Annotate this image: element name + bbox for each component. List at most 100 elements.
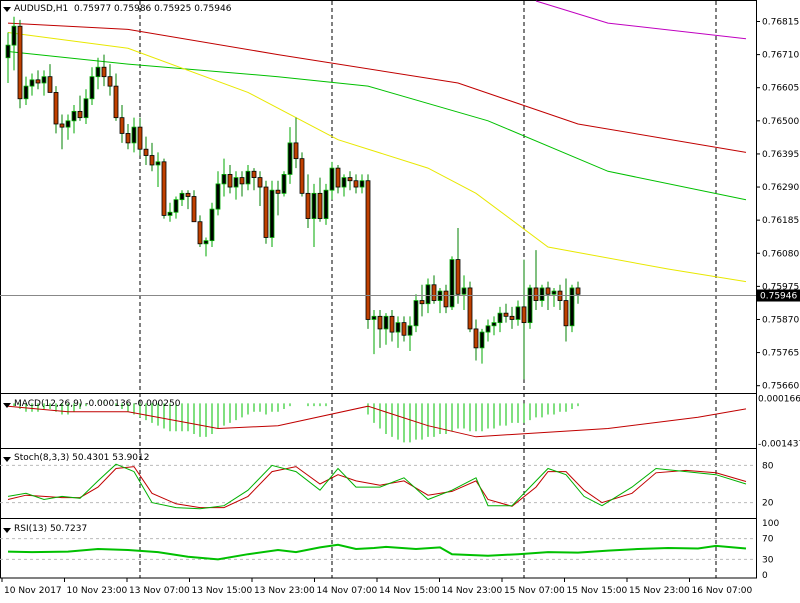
candle-body [95,66,101,78]
candle-body [449,259,455,308]
candle-body [419,300,425,305]
price-tick-label: 0.75870 [762,315,799,325]
candle-body [5,44,11,59]
price-tick-label: 0.76815 [762,17,799,27]
time-tick-label: 15 Nov 15:00 [567,586,628,596]
stoch-signal-line [7,466,747,509]
candle-body [77,110,83,119]
candle-body [275,189,281,194]
plot-frame [0,0,757,579]
candle-body [389,315,395,333]
macd-signal-line [7,405,747,438]
candle-body [461,287,467,295]
candle-body [209,208,215,242]
candle-body [305,192,311,219]
candle-body [413,300,419,327]
candle-body [281,174,287,194]
time-tick-label: 10 Nov 2017 [4,586,62,596]
candle-body [215,183,221,210]
macd-collapse-icon[interactable] [3,403,11,408]
candle-body [473,328,479,349]
candle-body [143,148,149,156]
candle-body [47,76,53,93]
candle-body [227,174,233,188]
rsi-collapse-icon[interactable] [3,528,11,533]
candle-body [41,76,47,84]
candle-body [71,110,77,122]
rsi-label: RSI(13) 50.7237 [14,524,88,534]
price-tick-label: 0.76395 [762,150,799,160]
time-tick-label: 14 Nov 23:00 [442,586,503,596]
candle-body [89,76,95,100]
moving-average-line [7,32,747,283]
stoch-collapse-icon[interactable] [3,457,11,462]
candle-body [35,79,41,84]
candle-body [167,211,173,216]
candle-body [239,177,245,185]
candle-body [83,98,89,119]
candle-body [431,284,437,301]
candle-body [335,167,341,188]
moving-average-line [7,22,747,153]
time-tick-label: 13 Nov 15:00 [192,586,253,596]
candle-body [515,306,521,320]
candle-body [221,174,227,185]
price-tick-label: 0.75660 [762,382,799,392]
time-tick-label: 10 Nov 23:00 [67,586,128,596]
candle-body [317,192,323,219]
candle-body [185,192,191,197]
candle-body [53,92,59,125]
price-tick-label: 0.75975 [762,282,799,292]
candle-body [509,315,515,320]
time-tick-label: 15 Nov 07:00 [504,586,565,596]
candle-body [17,25,23,100]
candle-body [497,312,503,324]
time-tick-label: 14 Nov 07:00 [317,586,378,596]
candle-body [353,180,359,188]
price-tick-label: 0.76710 [762,51,799,61]
moving-average-line [7,51,747,201]
candle-body [263,186,269,238]
candle-body [299,158,305,194]
rsi-tick-label: 100 [762,519,779,529]
candle-body [101,66,107,78]
stoch-tick-label: 80 [762,461,774,471]
price-tick-label: 0.76080 [762,249,799,259]
candle-body [149,155,155,166]
candle-body [251,170,257,178]
candle-body [203,240,209,245]
symbol-header: AUDUSD,H1 0.75977 0.75986 0.75925 0.7594… [14,4,232,14]
candle-body [551,290,557,295]
candle-body [131,126,137,144]
price-tick-label: 0.75765 [762,349,799,359]
rsi-tick-label: 30 [762,555,774,565]
candle-body [521,306,527,324]
candle-body [323,189,329,219]
candle-body [329,167,335,191]
time-tick-label: 14 Nov 15:00 [379,586,440,596]
candle-body [455,259,461,295]
candle-body [119,117,125,134]
candle-body [23,85,29,100]
candle-body [569,287,575,327]
candle-body [59,123,65,128]
candle-body [491,322,497,327]
candle-body [191,196,197,223]
macd-tick-label: -0.001437 [758,439,800,449]
candle-body [479,331,485,349]
stoch-main-line [7,463,747,510]
time-tick-label: 15 Nov 23:00 [629,586,690,596]
candle-body [371,315,377,320]
time-tick-label: 13 Nov 23:00 [254,586,315,596]
candle-body [197,221,203,245]
current-price-box [756,289,800,302]
main-panel-collapse-icon[interactable] [3,7,11,12]
time-tick-label: 16 Nov 07:00 [692,586,753,596]
candle-body [545,287,551,295]
macd-label: MACD(12,26,9) -0.000136 -0.000250 [14,399,181,409]
candle-body [443,290,449,308]
candle-body [29,79,35,87]
rsi-tick-label: 0 [762,571,768,581]
